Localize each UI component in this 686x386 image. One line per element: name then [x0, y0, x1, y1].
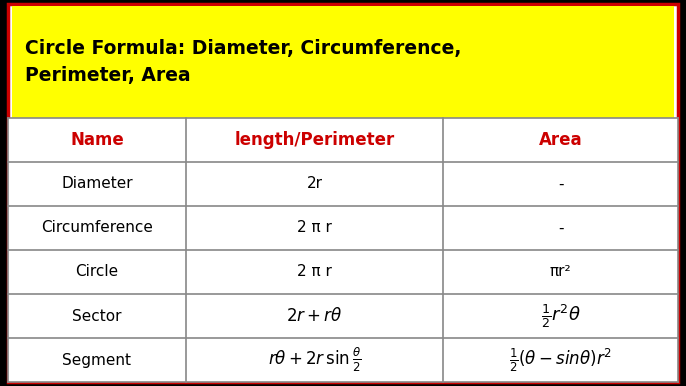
- FancyBboxPatch shape: [8, 118, 678, 382]
- Text: $r\theta + 2r\,\mathrm{sin}\,\frac{\theta}{2}$: $r\theta + 2r\,\mathrm{sin}\,\frac{\thet…: [268, 346, 362, 374]
- Text: Diameter: Diameter: [61, 176, 133, 191]
- Text: Circle Formula: Diameter, Circumference,
Perimeter, Area: Circle Formula: Diameter, Circumference,…: [25, 39, 462, 85]
- Text: 2 π r: 2 π r: [297, 220, 332, 235]
- Text: $\frac{1}{2}(\theta - \mathit{sin}\theta)r^{2}$: $\frac{1}{2}(\theta - \mathit{sin}\theta…: [509, 346, 612, 374]
- Text: $\frac{1}{2}r^{2}\theta$: $\frac{1}{2}r^{2}\theta$: [541, 302, 580, 330]
- Text: Area: Area: [539, 131, 582, 149]
- Text: Circle: Circle: [75, 264, 119, 279]
- Text: Segment: Segment: [62, 352, 132, 367]
- Text: length/Perimeter: length/Perimeter: [235, 131, 394, 149]
- Text: Name: Name: [70, 131, 123, 149]
- FancyBboxPatch shape: [12, 6, 674, 118]
- Text: -: -: [558, 176, 563, 191]
- Text: -: -: [558, 220, 563, 235]
- FancyBboxPatch shape: [8, 4, 678, 382]
- Text: 2 π r: 2 π r: [297, 264, 332, 279]
- Text: Sector: Sector: [72, 308, 121, 323]
- Text: πr²: πr²: [549, 264, 571, 279]
- Text: $2r + r\theta$: $2r + r\theta$: [286, 307, 343, 325]
- Text: 2r: 2r: [307, 176, 322, 191]
- Text: Circumference: Circumference: [41, 220, 153, 235]
